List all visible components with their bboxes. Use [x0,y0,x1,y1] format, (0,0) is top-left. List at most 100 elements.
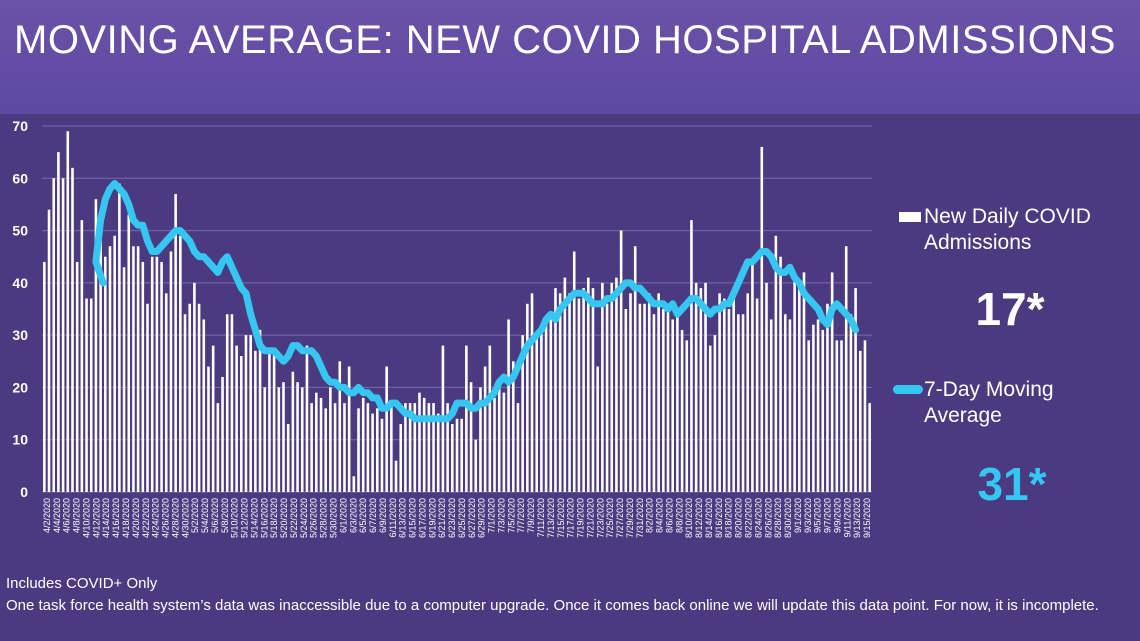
x-tick-label: 7/25/2020 [605,498,615,538]
bar [554,288,557,492]
bar [605,303,609,492]
bar [835,340,839,492]
x-tick-label: 4/28/2020 [170,498,180,538]
bar [558,293,562,492]
bar [347,366,351,492]
x-tick-label: 7/21/2020 [585,498,595,538]
bar [497,387,501,492]
bar [765,282,768,492]
bar [704,282,707,492]
bar [694,282,698,492]
x-tick-label: 8/4/2020 [655,498,665,533]
x-tick-label: 8/20/2020 [734,498,744,538]
bar [385,366,388,492]
bar [108,246,112,492]
bar [300,387,304,492]
bar [94,199,98,492]
x-tick-label: 6/27/2020 [467,498,477,538]
bar [277,387,281,492]
bar [699,288,703,492]
bar [751,261,754,492]
bar [690,220,693,492]
bar [235,345,238,492]
bar [737,314,740,492]
bar [774,235,778,493]
bar [155,256,159,492]
bar [474,439,478,492]
x-tick-label: 6/25/2020 [457,498,467,538]
x-tick-label: 6/7/2020 [368,498,378,533]
bar [657,293,660,492]
bar [164,293,168,492]
bar [225,314,229,492]
bar [390,403,393,492]
bar [708,345,712,492]
bar [446,403,449,492]
bar [47,209,51,492]
bar [507,319,510,492]
bar-series [43,131,871,493]
bar [633,246,637,492]
y-tick-label: 40 [12,275,28,291]
x-tick-label: 4/26/2020 [161,498,171,538]
bar [179,235,182,493]
x-tick-label: 8/14/2020 [704,498,714,538]
x-tick-label: 6/29/2020 [477,498,487,538]
x-tick-label: 7/19/2020 [576,498,586,538]
bar [104,256,107,492]
bar [760,146,764,492]
bar [408,403,412,492]
bar [741,314,745,492]
x-tick-label: 7/29/2020 [625,498,635,538]
bar [160,261,163,492]
bar [680,329,684,492]
bar [268,350,271,492]
bar [746,293,750,492]
bar [549,319,553,492]
bar [568,293,571,492]
bar [141,261,145,492]
bar [366,403,370,492]
bar [652,314,656,492]
bar [357,408,360,492]
x-tick-label: 5/14/2020 [249,498,259,538]
bar [666,303,670,492]
bar [676,314,679,492]
bar [732,298,735,492]
bar [718,293,721,492]
x-tick-label: 4/30/2020 [180,498,190,538]
x-tick-label: 4/16/2020 [111,498,121,538]
x-tick-label: 5/22/2020 [289,498,299,538]
x-tick-label: 9/5/2020 [813,498,823,533]
y-tick-label: 30 [12,327,28,343]
bar [727,309,731,492]
x-tick-label: 9/9/2020 [832,498,842,533]
latest-daily-stat: 17* [975,283,1045,335]
bar [132,246,135,492]
bar [244,335,248,492]
bar [85,298,88,492]
bar [52,178,56,492]
bar [821,329,825,492]
bar [685,340,689,492]
x-tick-label: 7/13/2020 [546,498,556,538]
x-tick-label: 5/12/2020 [240,498,250,538]
x-tick-label: 8/2/2020 [645,498,655,533]
bar [587,277,590,492]
bar [258,329,262,492]
x-tick-label: 5/20/2020 [279,498,289,538]
x-tick-label: 7/3/2020 [497,498,507,533]
bar [530,293,534,492]
x-tick-label: 6/5/2020 [358,498,368,533]
bar [615,277,618,492]
bar [174,193,177,492]
bar [352,476,356,492]
y-tick-label: 10 [12,432,28,448]
bar [61,178,65,492]
y-tick-label: 20 [12,379,28,395]
bar [432,403,435,492]
bar [469,382,473,492]
bar [662,309,665,492]
bar [118,183,121,492]
x-axis: 4/2/2020 4/4/2020 4/6/2020 4/8/2020 4/10/202… [42,498,872,538]
